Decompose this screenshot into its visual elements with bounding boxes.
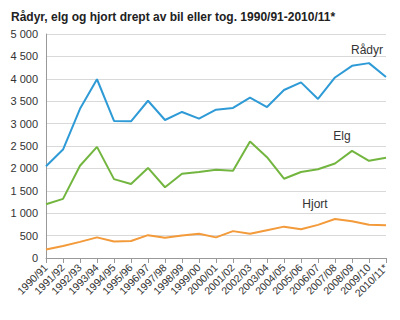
svg-text:2008/09: 2008/09 <box>321 262 356 297</box>
svg-text:2005/06: 2005/06 <box>270 262 305 297</box>
svg-text:500: 500 <box>20 230 38 242</box>
svg-text:2001/02: 2001/02 <box>202 262 237 297</box>
svg-text:4 000: 4 000 <box>10 73 38 85</box>
svg-text:1996/97: 1996/97 <box>117 262 152 297</box>
svg-text:1992/93: 1992/93 <box>49 262 84 297</box>
svg-text:1994/95: 1994/95 <box>83 262 118 297</box>
svg-text:3 500: 3 500 <box>10 95 38 107</box>
svg-text:1 500: 1 500 <box>10 185 38 197</box>
svg-text:2 500: 2 500 <box>10 140 38 152</box>
svg-text:1990/91: 1990/91 <box>15 262 50 297</box>
svg-text:1997/98: 1997/98 <box>134 262 169 297</box>
svg-text:2007/08: 2007/08 <box>304 262 339 297</box>
svg-text:1 000: 1 000 <box>10 207 38 219</box>
svg-text:2009/10: 2009/10 <box>338 262 373 297</box>
svg-text:5 000: 5 000 <box>10 28 38 40</box>
svg-text:2002/03: 2002/03 <box>219 262 254 297</box>
svg-text:2004/05: 2004/05 <box>253 262 288 297</box>
svg-text:Elg: Elg <box>333 129 350 143</box>
svg-text:2 000: 2 000 <box>10 162 38 174</box>
svg-text:Rådyr: Rådyr <box>351 43 383 57</box>
svg-text:2000/01: 2000/01 <box>185 262 220 297</box>
svg-text:4 500: 4 500 <box>10 50 38 62</box>
svg-text:1993/94: 1993/94 <box>66 262 101 297</box>
svg-text:Hjort: Hjort <box>302 197 328 211</box>
svg-text:0: 0 <box>32 252 38 264</box>
svg-text:3 000: 3 000 <box>10 118 38 130</box>
svg-text:2003/04: 2003/04 <box>236 262 271 297</box>
svg-text:1999/00: 1999/00 <box>168 262 203 297</box>
svg-text:Rådyr, elg og hjort drept av b: Rådyr, elg og hjort drept av bil eller t… <box>11 10 335 24</box>
svg-text:2006/07: 2006/07 <box>287 262 322 297</box>
svg-text:1995/96: 1995/96 <box>100 262 135 297</box>
svg-text:2010/11*: 2010/11* <box>353 262 390 299</box>
svg-text:1998/99: 1998/99 <box>151 262 186 297</box>
svg-text:1991/92: 1991/92 <box>32 262 67 297</box>
